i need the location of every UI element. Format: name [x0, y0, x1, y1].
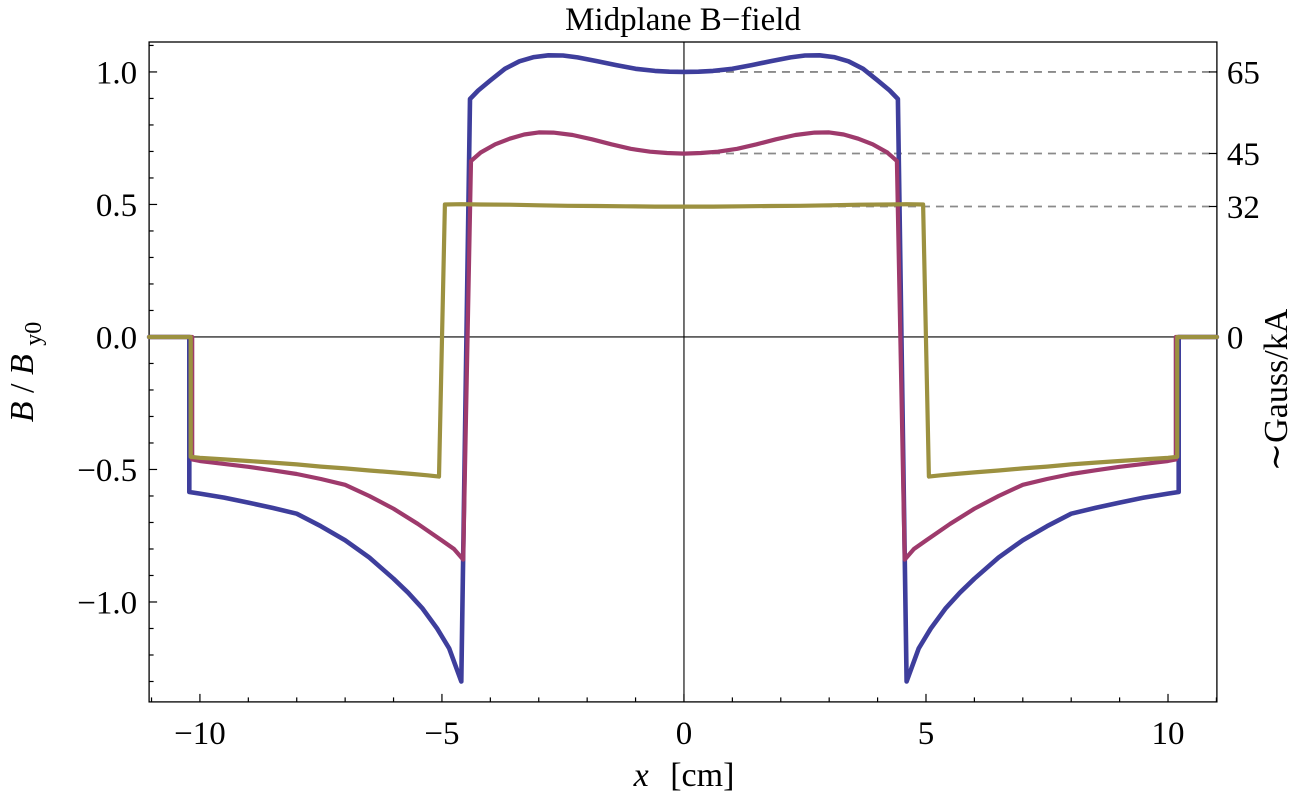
- curve-45-gauss-per-ka: [147, 130, 1220, 562]
- reference-dashed-lines: [683, 71, 1217, 208]
- x-tick-label: 5: [918, 716, 935, 752]
- right-axis-label: ∼Gauss/kA: [1258, 308, 1295, 471]
- y-tick-label: 0.5: [96, 188, 137, 224]
- y-axis-label-slash: /: [4, 383, 41, 393]
- axis-ticks: [149, 44, 1218, 702]
- y-tick-label: −0.5: [77, 453, 137, 489]
- right-tick-label-32: 32: [1227, 190, 1260, 226]
- y-tick-label: 1.0: [96, 55, 137, 91]
- chart-title: Midplane B−field: [565, 2, 801, 38]
- x-tick-label: 0: [676, 716, 693, 752]
- x-tick-label: 10: [1152, 716, 1185, 752]
- y-axis-label-B2: B: [4, 354, 41, 375]
- y-axis-label: B / B y0: [4, 322, 47, 423]
- curve-32-gauss-per-ka: [147, 202, 1220, 479]
- frame-rect: [148, 41, 1218, 703]
- x-axis-label-unit: [cm]: [670, 757, 734, 794]
- y-axis-label-subscript: y0: [21, 322, 47, 346]
- x-axis-label-variable: x: [633, 757, 649, 794]
- x-tick-label: −5: [424, 716, 459, 752]
- right-tick-label-0: 0: [1227, 320, 1244, 356]
- zero-axis-lines: [149, 42, 1217, 702]
- plot-frame: [148, 41, 1218, 703]
- axis-tick-labels: −10 −5 0 5 10 1.0 0.5 0.0 −0.5 −1.0 65 45 32 0: [77, 55, 1260, 751]
- x-tick-label: −10: [174, 716, 226, 752]
- y-tick-label: −1.0: [77, 585, 137, 621]
- y-axis-label-B1: B: [4, 401, 41, 422]
- x-axis-label: x [cm]: [633, 757, 735, 794]
- data-curves: [146, 52, 1220, 684]
- curve-65-gauss-per-ka: [146, 52, 1220, 684]
- right-tick-label-65: 65: [1227, 55, 1260, 91]
- y-tick-label: 0.0: [96, 320, 137, 356]
- right-tick-label-45: 45: [1227, 137, 1260, 173]
